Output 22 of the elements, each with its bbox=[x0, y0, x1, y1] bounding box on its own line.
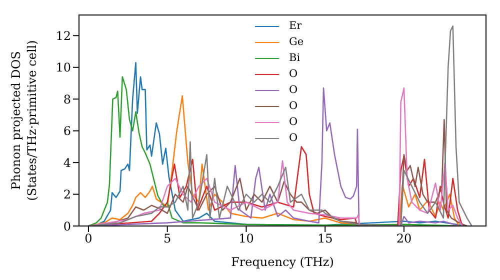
y-tick-label: 2 bbox=[63, 188, 71, 202]
x-tick-label: 20 bbox=[396, 232, 412, 246]
legend-label: Ge bbox=[289, 35, 304, 50]
legend-label: O bbox=[289, 83, 298, 98]
y-tick-label: 4 bbox=[63, 156, 72, 170]
legend-label: Bi bbox=[289, 51, 300, 66]
x-axis-title: Frequency (THz) bbox=[231, 255, 334, 269]
y-axis-title: Phonon projected DOS (States/THz·primitive cell) bbox=[9, 40, 39, 201]
legend-label: O bbox=[289, 99, 298, 114]
legend-label: Er bbox=[289, 19, 302, 34]
x-tick-label: 5 bbox=[164, 232, 172, 246]
legend-label: O bbox=[289, 131, 298, 146]
y-tick-label: 0 bbox=[63, 219, 71, 234]
x-tick-label: 10 bbox=[238, 232, 254, 246]
x-tick-label: 15 bbox=[317, 232, 333, 246]
legend-label: O bbox=[289, 67, 298, 82]
y-tick-label: 6 bbox=[63, 124, 71, 138]
x-tick-label: 0 bbox=[84, 232, 92, 246]
y-tick-label: 12 bbox=[56, 28, 71, 43]
y-tick-label: 8 bbox=[63, 92, 71, 106]
legend-label: O bbox=[289, 115, 298, 130]
y-tick-label: 10 bbox=[56, 60, 71, 75]
